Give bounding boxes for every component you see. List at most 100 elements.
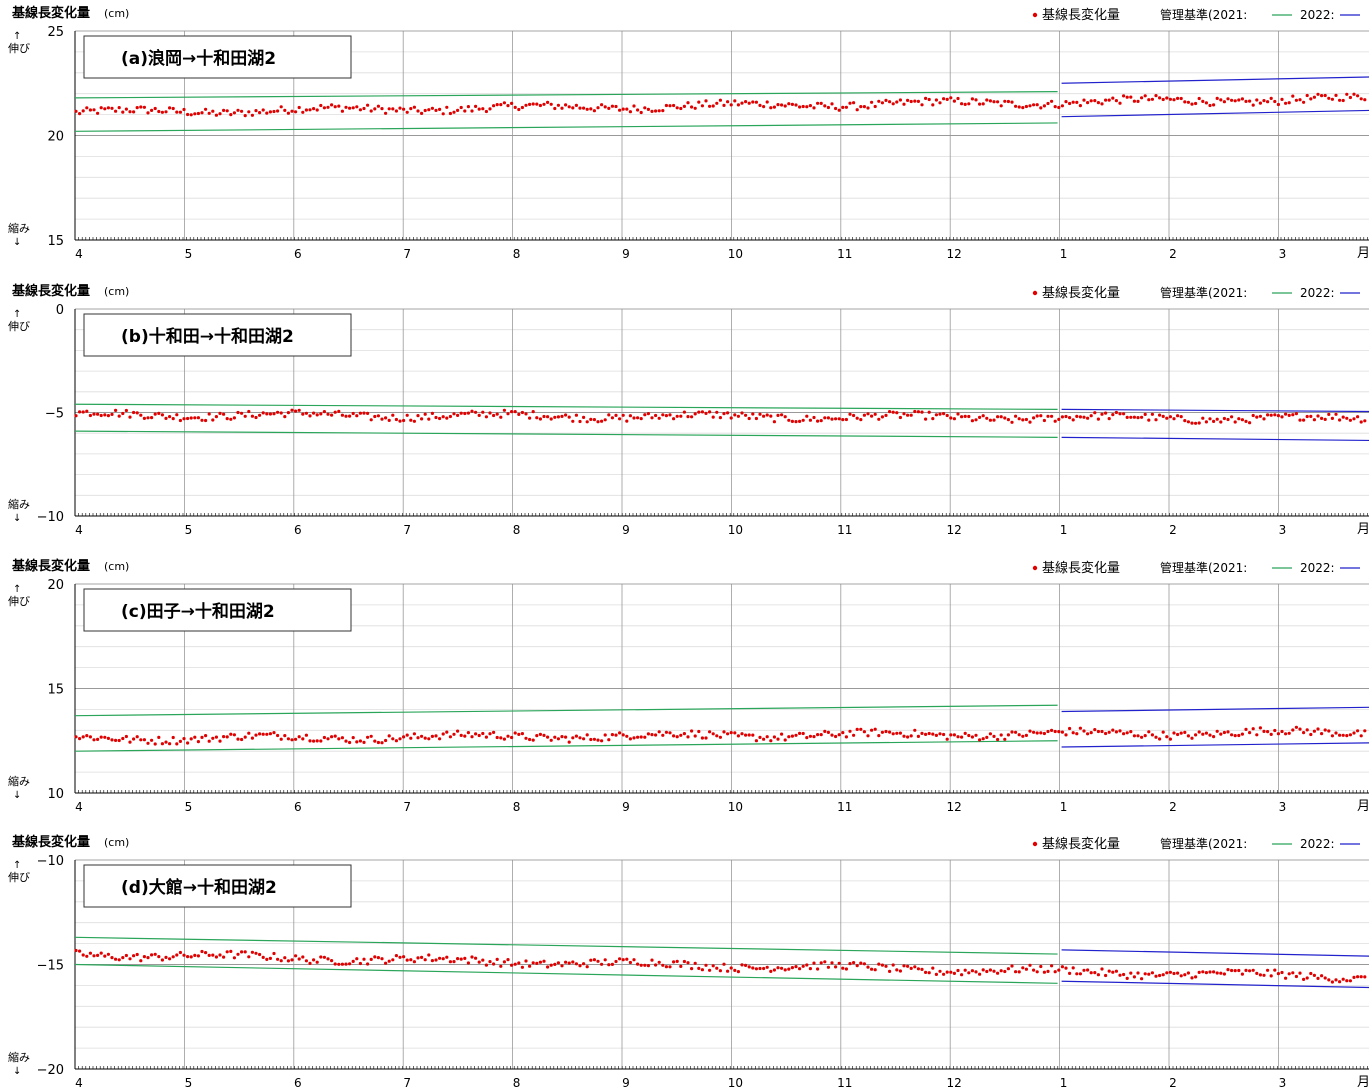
data-point <box>978 972 982 976</box>
data-point <box>1309 732 1313 737</box>
data-point <box>1323 417 1327 421</box>
data-point <box>1082 729 1086 733</box>
data-point <box>1330 734 1334 738</box>
data-point <box>1284 101 1288 105</box>
data-point <box>636 416 640 420</box>
data-point <box>704 963 708 967</box>
data-point <box>459 957 463 961</box>
data-point <box>1219 98 1223 102</box>
data-point <box>848 962 852 966</box>
data-point <box>232 733 236 737</box>
data-point <box>171 106 175 111</box>
data-point <box>1050 964 1054 968</box>
data-point <box>772 735 777 739</box>
data-point <box>909 966 913 971</box>
data-point <box>1280 970 1284 975</box>
shrink-arrow: ↓ <box>13 237 21 248</box>
x-tick-label: 10 <box>728 1076 743 1090</box>
data-point <box>250 950 254 954</box>
data-point <box>1298 971 1302 975</box>
data-point <box>232 111 236 115</box>
data-point <box>895 968 899 972</box>
data-point <box>477 733 481 738</box>
data-point <box>1010 964 1014 968</box>
data-point <box>1107 730 1111 734</box>
data-point <box>884 964 888 968</box>
data-point <box>279 105 283 109</box>
data-point <box>1338 98 1342 102</box>
data-point <box>1258 101 1262 105</box>
data-point <box>1323 728 1327 732</box>
data-point <box>312 739 316 743</box>
data-point <box>283 734 287 738</box>
data-point <box>614 413 618 417</box>
data-point <box>1161 414 1165 418</box>
data-point <box>348 962 352 966</box>
data-point <box>1150 97 1154 101</box>
data-point <box>837 961 841 965</box>
data-point <box>1035 970 1039 974</box>
data-point <box>1356 975 1360 979</box>
data-point <box>481 107 485 111</box>
data-point <box>1230 415 1234 419</box>
data-point <box>553 415 557 419</box>
data-point <box>1143 412 1147 416</box>
chart-title: (c)田子→十和田湖2 <box>121 601 275 622</box>
data-point <box>261 732 265 736</box>
data-point <box>157 411 161 415</box>
data-point <box>942 732 946 737</box>
data-point <box>333 105 337 109</box>
data-point <box>265 412 269 416</box>
data-point <box>546 100 550 104</box>
data-point <box>650 733 654 737</box>
data-point <box>1071 731 1075 735</box>
limit-2021-upper <box>74 936 1058 955</box>
data-point <box>798 731 802 736</box>
data-point <box>1262 973 1266 977</box>
data-point <box>628 414 633 418</box>
legend-point-marker <box>1032 12 1038 18</box>
data-point <box>1208 103 1212 108</box>
data-point <box>700 736 705 740</box>
data-point <box>337 737 341 741</box>
data-point <box>1348 979 1352 983</box>
data-point <box>931 103 935 107</box>
data-point <box>769 106 773 110</box>
data-point <box>452 110 456 114</box>
data-point <box>1024 967 1028 971</box>
data-point <box>1226 97 1230 101</box>
data-point <box>132 410 136 415</box>
data-point <box>502 408 506 412</box>
data-point <box>675 106 679 110</box>
data-point <box>740 101 744 105</box>
data-point <box>956 968 960 973</box>
data-point <box>470 109 474 113</box>
data-point <box>409 736 413 740</box>
data-point <box>538 732 543 737</box>
data-point <box>1197 421 1201 425</box>
data-point <box>276 957 280 961</box>
data-point <box>438 416 442 421</box>
data-point <box>1006 99 1011 104</box>
data-point <box>110 412 114 416</box>
data-point <box>787 967 791 971</box>
data-point <box>924 732 928 737</box>
data-point <box>106 106 110 110</box>
data-point <box>1111 728 1115 732</box>
data-point <box>484 735 488 739</box>
data-point <box>776 103 780 107</box>
data-point <box>175 110 179 114</box>
data-point <box>963 102 967 106</box>
data-point <box>600 103 604 107</box>
data-point <box>769 414 773 418</box>
data-point <box>74 948 78 953</box>
data-point <box>621 733 625 737</box>
data-point <box>225 417 229 421</box>
data-point <box>1190 102 1194 106</box>
data-point <box>1204 971 1208 975</box>
data-point <box>186 416 190 421</box>
data-point <box>582 106 586 110</box>
data-point <box>1291 971 1295 975</box>
data-point <box>1140 415 1144 419</box>
data-point <box>1104 731 1108 736</box>
